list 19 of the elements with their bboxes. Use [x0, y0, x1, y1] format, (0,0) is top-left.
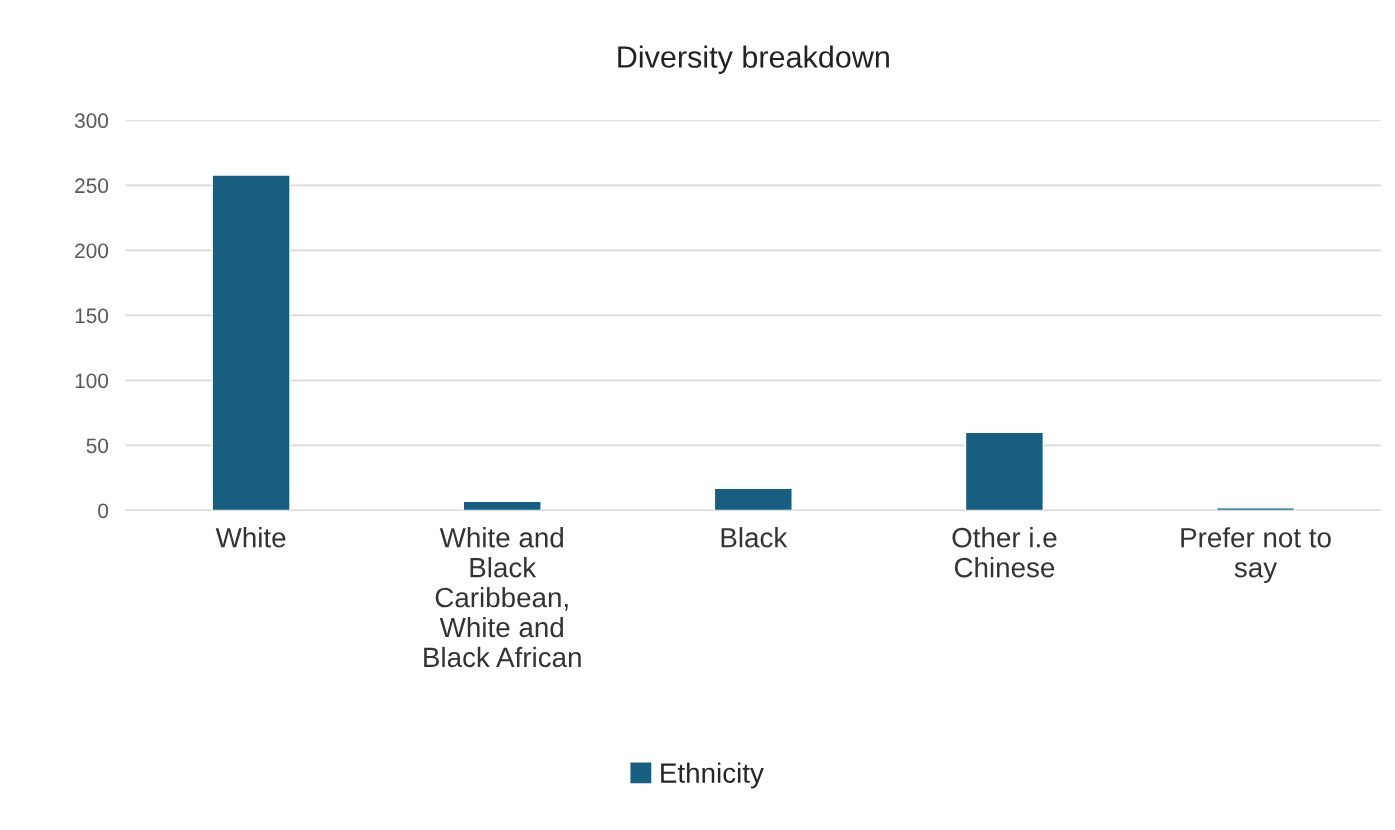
x-tick-label: White and Black Caribbean, White and Black African [424, 527, 581, 668]
y-tick-label: 150 [75, 308, 109, 324]
bar [462, 500, 542, 511]
chart-title: Diversity breakdown [618, 45, 889, 74]
y-tick-label: 250 [75, 178, 109, 194]
y-tick-label: 300 [74, 113, 109, 129]
bar [964, 431, 1045, 511]
x-tick-label: White [215, 527, 286, 548]
y-tick-label: 200 [75, 243, 109, 259]
x-tick-label: Black [721, 527, 788, 548]
bar [713, 487, 793, 511]
x-tick-label: Prefer not to say [1181, 527, 1331, 583]
bar [1215, 507, 1296, 511]
y-tick-label: 50 [86, 438, 109, 454]
bar [211, 174, 291, 511]
x-tick-label: Other i.e Chinese [952, 527, 1057, 578]
y-tick-label: 0 [98, 503, 109, 519]
y-tick-label: 100 [75, 373, 109, 389]
legend-label: Ethnicity [661, 762, 764, 789]
